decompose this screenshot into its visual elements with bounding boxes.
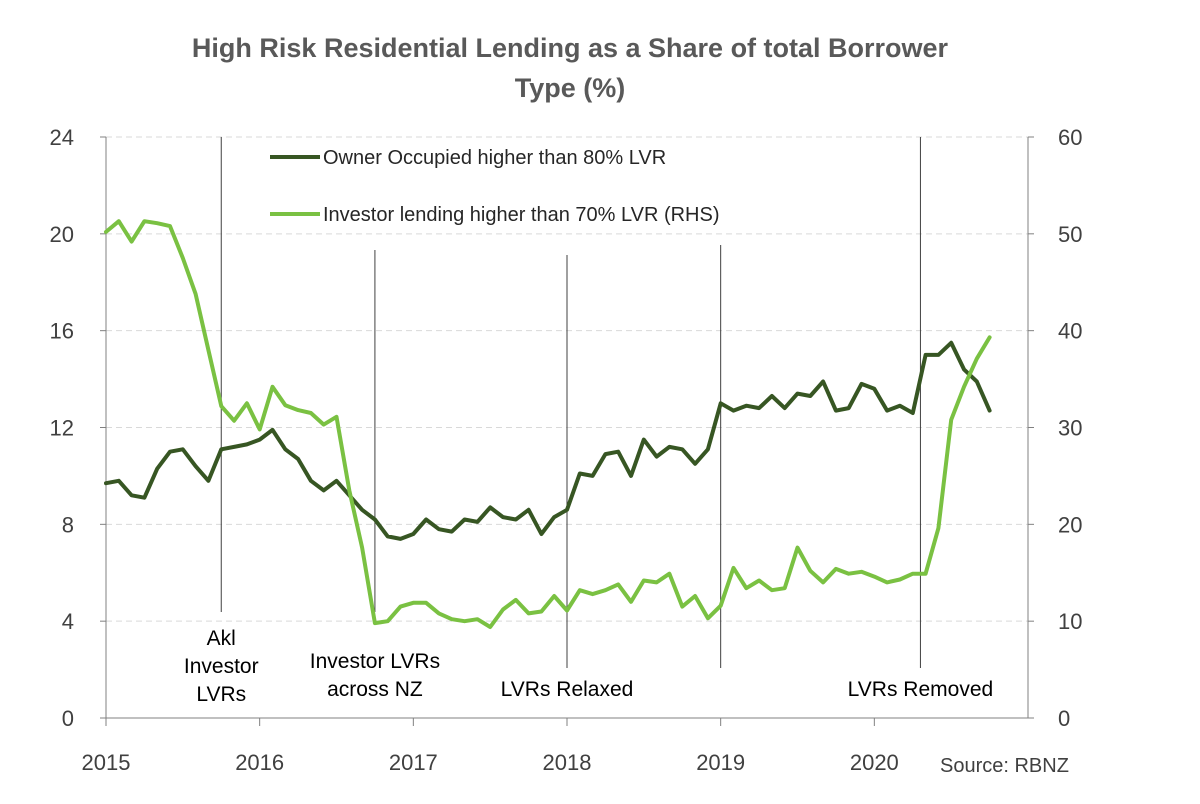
right-axis-tick-label: 30 <box>1058 416 1082 441</box>
event-label: LVRs <box>196 683 246 706</box>
event-markers: Akl Investor LVRs Investor LVRs across NZ LVR… <box>184 137 993 706</box>
right-axis-tick-label: 20 <box>1058 512 1082 537</box>
event-label: LVRs Removed <box>848 678 994 701</box>
left-axis-tick-label: 4 <box>62 609 74 634</box>
series-lines <box>104 219 992 629</box>
x-axis-tick-label: 2016 <box>235 750 284 775</box>
left-axis-tick-label: 24 <box>50 125 74 150</box>
source-label: Source: RBNZ <box>940 755 1069 777</box>
left-axis-tick-label: 12 <box>50 416 74 441</box>
x-axis-tick-label: 2020 <box>850 750 899 775</box>
tick-labels: 0 4 8 12 16 20 24 0 10 20 30 40 50 60 2015 2016 2017 2018… <box>50 125 1083 775</box>
x-axis-tick-label: 2018 <box>543 750 592 775</box>
event-label: across NZ <box>327 678 423 701</box>
right-axis-tick-label: 10 <box>1058 609 1082 634</box>
right-axis-tick-label: 40 <box>1058 319 1082 344</box>
event-label: Investor <box>184 655 259 678</box>
left-axis-tick-label: 8 <box>62 512 74 537</box>
legend-label: Owner Occupied higher than 80% LVR <box>323 147 666 169</box>
chart-title-line-1: High Risk Residential Lending as a Share… <box>191 33 949 63</box>
series-line-owner-occupied <box>104 340 992 541</box>
x-axis-tick-label: 2019 <box>696 750 745 775</box>
event-label: Akl <box>207 627 236 650</box>
legend-label: Investor lending higher than 70% LVR (RH… <box>323 204 720 226</box>
x-axis-tick-label: 2015 <box>82 750 131 775</box>
x-axis-tick-label: 2017 <box>389 750 438 775</box>
left-axis-tick-label: 20 <box>50 222 74 247</box>
right-axis-tick-label: 60 <box>1058 125 1082 150</box>
right-axis-tick-label: 0 <box>1058 706 1070 731</box>
chart-title-line-2: Type (%) <box>514 73 626 103</box>
series-line-investor <box>104 219 992 629</box>
event-label: LVRs Relaxed <box>501 678 634 701</box>
legend: Owner Occupied higher than 80% LVR Invest… <box>270 147 720 226</box>
left-axis-tick-label: 0 <box>62 706 74 731</box>
left-axis-tick-label: 16 <box>50 319 74 344</box>
event-label: Investor LVRs <box>310 650 440 673</box>
chart-title: High Risk Residential Lending as a Share… <box>120 28 1020 108</box>
right-axis-tick-label: 50 <box>1058 222 1082 247</box>
